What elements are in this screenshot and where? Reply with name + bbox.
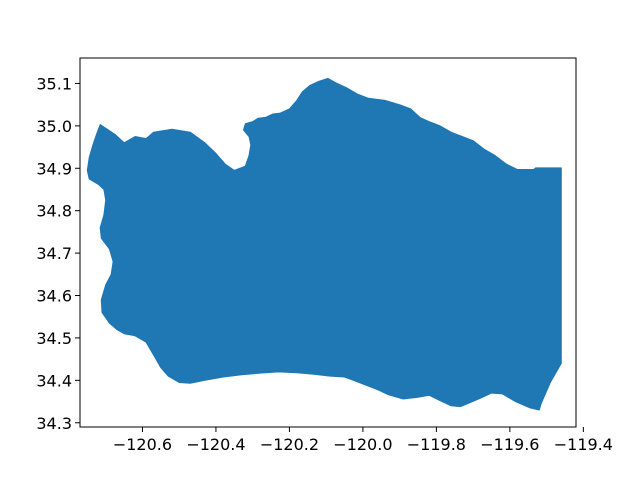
y-tick-label: 34.8	[36, 202, 72, 221]
y-tick-label: 35.0	[36, 117, 72, 136]
y-tick-label: 34.3	[36, 414, 72, 433]
y-axis-ticks: 34.3 34.4 34.5 34.6 34.7 34.8 34.9 35.0 35.1	[36, 74, 80, 433]
x-tick-label: −120.0	[333, 435, 392, 454]
x-tick-label: −119.6	[480, 435, 539, 454]
y-tick-label: 34.5	[36, 329, 72, 348]
y-tick-label: 34.6	[36, 287, 72, 306]
x-tick-label: −120.6	[113, 435, 172, 454]
x-tick-label: −119.8	[407, 435, 466, 454]
county-region	[86, 77, 562, 411]
x-tick-label: −120.4	[186, 435, 245, 454]
x-tick-label: −119.4	[554, 435, 613, 454]
y-tick-label: 34.7	[36, 244, 72, 263]
x-tick-label: −120.2	[260, 435, 319, 454]
y-tick-label: 35.1	[36, 74, 72, 93]
plot-frame	[79, 57, 577, 428]
x-axis-ticks: −120.6 −120.4 −120.2 −120.0 −119.8 −119.6 −119…	[113, 427, 613, 454]
y-tick-label: 34.4	[36, 371, 72, 390]
region-layer	[86, 77, 562, 411]
y-tick-label: 34.9	[36, 159, 72, 178]
